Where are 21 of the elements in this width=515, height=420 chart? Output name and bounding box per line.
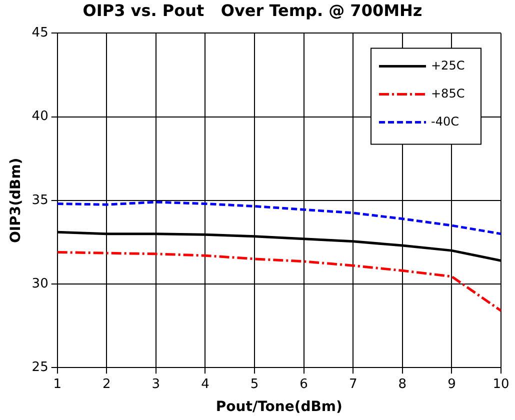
x-axis-title: Pout/Tone(dBm) bbox=[216, 399, 342, 416]
x-tick-label: 1 bbox=[53, 376, 62, 392]
x-tick-label: 4 bbox=[201, 376, 210, 392]
x-tick-label: 6 bbox=[300, 376, 308, 392]
x-tick-label: 8 bbox=[398, 376, 407, 392]
legend-label: -40C bbox=[431, 114, 459, 128]
y-tick-label: 25 bbox=[32, 360, 48, 375]
x-tick-label: 3 bbox=[152, 376, 160, 392]
x-tick-label: 2 bbox=[102, 376, 111, 392]
y-tick-label: 40 bbox=[32, 109, 48, 124]
y-tick-label: 35 bbox=[32, 192, 48, 208]
x-tick-label: 7 bbox=[348, 376, 358, 392]
y-tick-label: 45 bbox=[32, 26, 48, 41]
x-tick-label: 10 bbox=[492, 376, 510, 392]
legend-label: +85C bbox=[431, 86, 465, 100]
x-tick-label: 5 bbox=[250, 376, 259, 392]
y-tick-label: 30 bbox=[32, 276, 48, 292]
y-axis-title: OIP3(dBm) bbox=[8, 158, 24, 243]
legend-label: +25C bbox=[431, 58, 465, 72]
x-tick-label: 9 bbox=[448, 376, 456, 392]
chart-title: OIP3 vs. Pout Over Temp. @ 700MHz bbox=[82, 0, 422, 20]
